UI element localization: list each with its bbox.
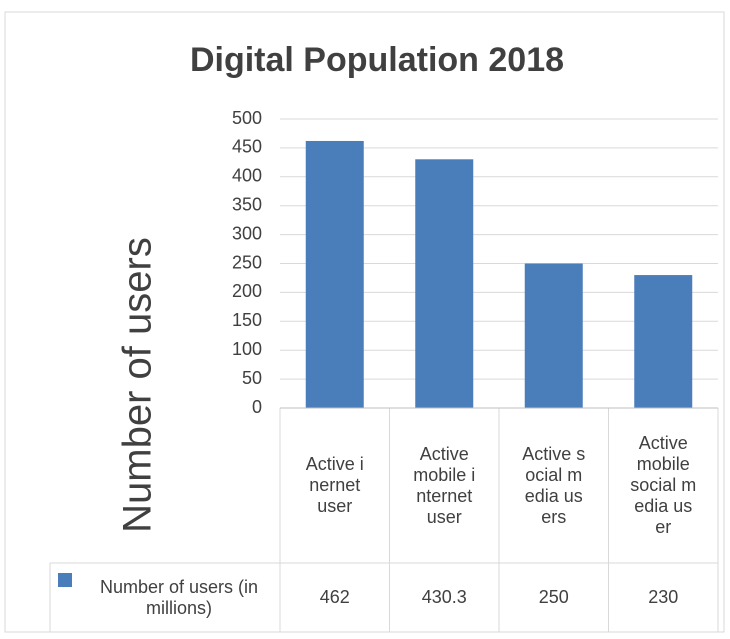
table-value: 250 bbox=[499, 563, 609, 632]
y-tick-label: 50 bbox=[242, 368, 262, 388]
x-tick-label: Active inernet user bbox=[280, 408, 390, 563]
legend-swatch bbox=[58, 573, 72, 587]
x-tick-label-text: Active mobile internet user bbox=[413, 443, 476, 527]
y-tick-label: 0 bbox=[252, 397, 262, 417]
x-tick-label: Active social media users bbox=[499, 408, 609, 563]
bar bbox=[415, 159, 474, 408]
y-tick-label: 150 bbox=[232, 310, 262, 330]
x-tick-label-text: Active mobile social media user bbox=[630, 433, 697, 537]
table-value-text: 250 bbox=[538, 587, 569, 607]
y-tick-label: 450 bbox=[232, 137, 262, 157]
y-tick-label: 350 bbox=[232, 194, 262, 214]
chart-title: Digital Population 2018 bbox=[190, 41, 564, 79]
x-tick-label: Active mobile internet user bbox=[390, 408, 500, 563]
table-value: 430.3 bbox=[390, 563, 500, 632]
legend-label-text: Number of users (in millions) bbox=[99, 576, 259, 618]
x-tick-label-text: Active social media users bbox=[522, 443, 586, 527]
y-tick-label: 100 bbox=[232, 339, 262, 359]
table-value: 462 bbox=[280, 563, 390, 632]
table-value-text: 230 bbox=[648, 587, 679, 607]
x-tick-label: Active mobile social media user bbox=[609, 408, 719, 563]
y-tick-label: 250 bbox=[232, 252, 262, 272]
table-value-text: 462 bbox=[319, 587, 350, 607]
legend-label: Number of users (in millions) bbox=[60, 563, 280, 632]
bar bbox=[524, 263, 583, 408]
x-tick-label-text: Active inernet user bbox=[305, 454, 364, 516]
table-value: 230 bbox=[609, 563, 719, 632]
y-tick-label: 200 bbox=[232, 281, 262, 301]
chart-border bbox=[4, 11, 725, 633]
bar bbox=[634, 275, 693, 408]
bar bbox=[305, 140, 364, 409]
y-axis-label: Number of users bbox=[116, 237, 160, 533]
table-value-text: 430.3 bbox=[421, 587, 467, 607]
y-tick-label: 300 bbox=[232, 223, 262, 243]
y-tick-label: 400 bbox=[232, 166, 262, 186]
y-tick-label: 500 bbox=[232, 108, 262, 128]
